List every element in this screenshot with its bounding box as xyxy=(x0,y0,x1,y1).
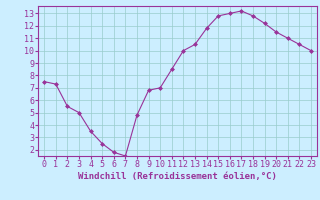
X-axis label: Windchill (Refroidissement éolien,°C): Windchill (Refroidissement éolien,°C) xyxy=(78,172,277,181)
